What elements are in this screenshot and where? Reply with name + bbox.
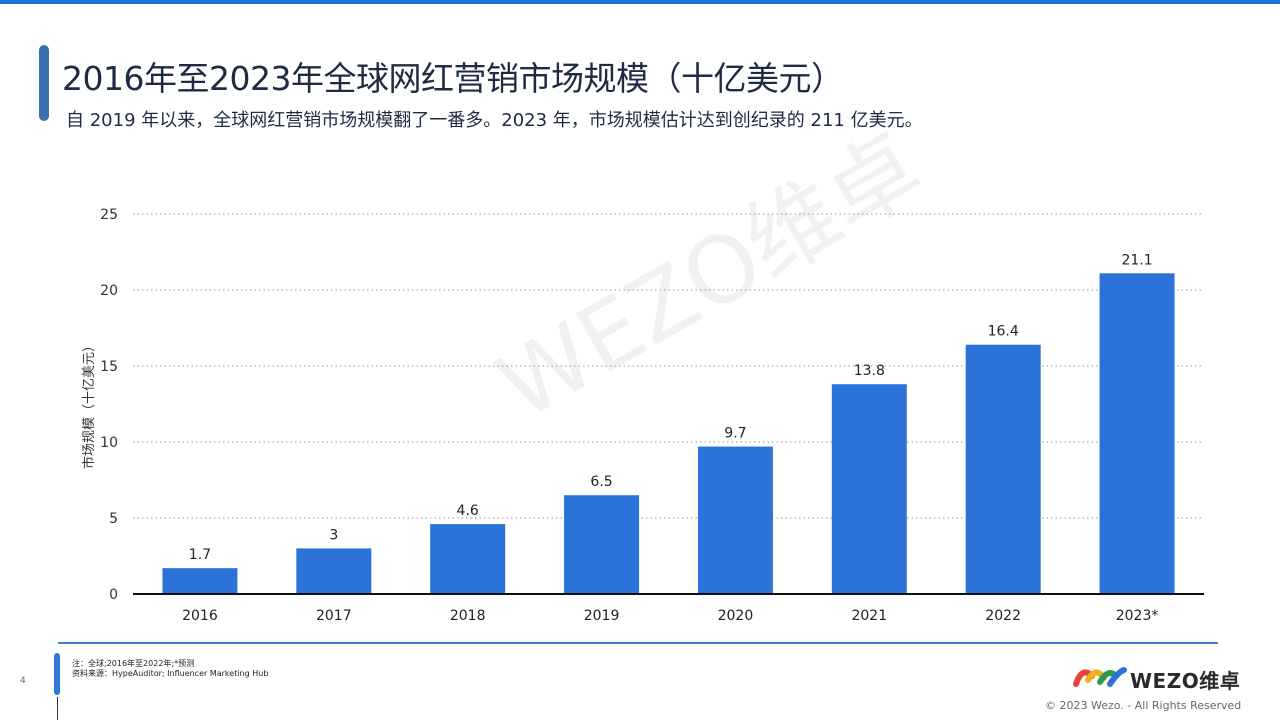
copyright: © 2023 Wezo. - All Rights Reserved [1045, 699, 1242, 712]
y-tick-label: 10 [100, 435, 118, 451]
data-label: 4.6 [457, 503, 479, 519]
y-axis-label: 市场规模（十亿美元） [81, 339, 97, 469]
data-label: 21.1 [1121, 252, 1152, 268]
x-tick-label: 2018 [450, 608, 486, 624]
note-accent-bar [54, 653, 60, 695]
bar [430, 524, 506, 594]
x-tick-label: 2020 [718, 608, 754, 624]
bar [697, 446, 773, 594]
bar [831, 384, 907, 594]
data-label: 6.5 [590, 474, 612, 490]
data-label: 13.8 [854, 363, 885, 379]
x-tick-label: 2019 [584, 608, 620, 624]
bar [965, 344, 1041, 594]
logo-text: WEZO维卓 [1130, 669, 1241, 693]
chart-source: 资料来源：HypeAuditor; Influencer Marketing H… [72, 669, 269, 678]
bar [162, 568, 238, 594]
footer-divider [58, 642, 1218, 644]
data-label: 16.4 [988, 324, 1019, 340]
x-tick-label: 2016 [182, 608, 218, 624]
y-tick-label: 0 [109, 587, 118, 603]
y-tick-label: 15 [100, 359, 118, 375]
y-tick-label: 5 [109, 511, 118, 527]
data-label: 1.7 [189, 547, 211, 563]
x-tick-label: 2023* [1116, 608, 1159, 624]
bar [296, 548, 372, 594]
data-label: 3 [329, 527, 338, 543]
page-number: 4 [20, 676, 26, 686]
x-tick-label: 2017 [316, 608, 352, 624]
note-line [57, 697, 58, 720]
page-subtitle: 自 2019 年以来，全球网红营销市场规模翻了一番多。2023 年，市场规模估计… [66, 110, 923, 131]
y-tick-label: 20 [100, 283, 118, 299]
y-tick-label: 25 [100, 207, 118, 223]
wezo-logo: WEZO维卓 [1072, 662, 1241, 693]
bar [564, 495, 640, 594]
x-tick-label: 2021 [851, 608, 887, 624]
chart-note: 注：全球;2016年至2022年;*预测 [72, 659, 195, 668]
page-title: 2016年至2023年全球网红营销市场规模（十亿美元） [62, 59, 844, 98]
title-accent-bar [39, 45, 49, 121]
x-tick-label: 2022 [985, 608, 1021, 624]
top-rule [0, 0, 1280, 4]
data-label: 9.7 [724, 426, 746, 442]
wezo-logo-icon [1073, 667, 1127, 687]
bar [1099, 273, 1175, 594]
